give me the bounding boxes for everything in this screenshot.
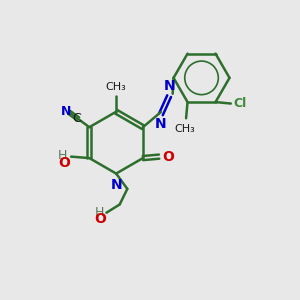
Text: O: O [163,150,175,164]
Text: O: O [58,156,70,170]
Text: C: C [73,112,81,125]
Text: Cl: Cl [234,97,247,110]
Text: N: N [163,79,175,93]
Text: N: N [155,117,167,131]
Text: CH₃: CH₃ [174,124,195,134]
Text: N: N [110,178,122,192]
Text: CH₃: CH₃ [106,82,127,92]
Text: O: O [94,212,106,226]
Text: N: N [61,105,71,119]
Text: H: H [95,206,104,219]
Text: H: H [58,149,68,162]
